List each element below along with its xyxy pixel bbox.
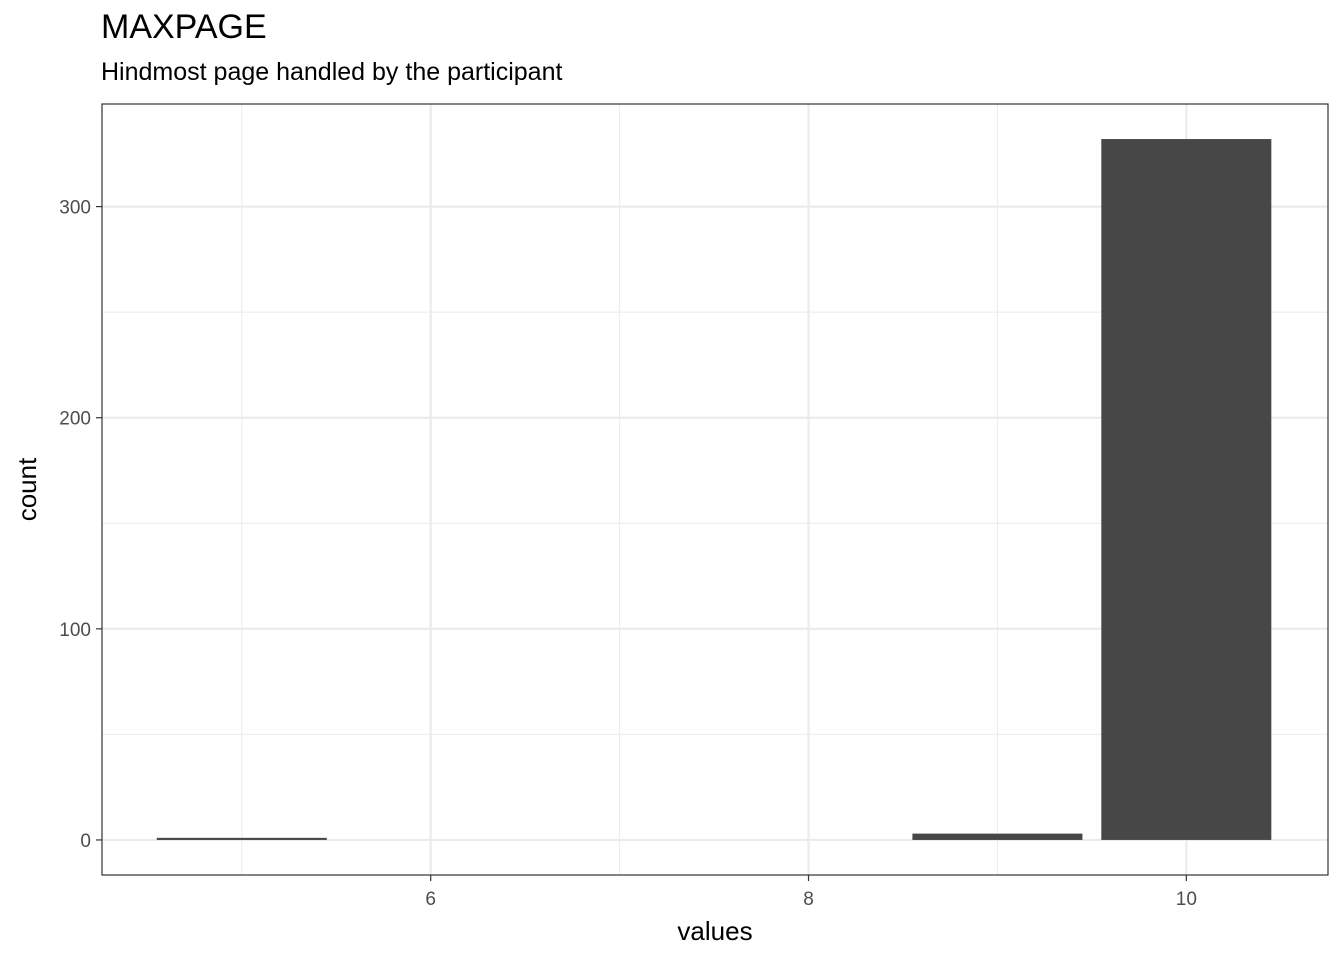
x-tick-label: 8 <box>803 889 814 910</box>
panel-border <box>101 103 1329 876</box>
bar <box>912 833 1083 840</box>
grid-major <box>102 104 1328 875</box>
bars <box>156 139 1272 840</box>
y-axis-title: count <box>12 457 42 521</box>
y-tick-label: 0 <box>80 831 91 852</box>
chart-title: MAXPAGE <box>101 8 267 46</box>
y-tick-label: 200 <box>59 409 91 430</box>
bar <box>156 837 327 840</box>
x-axis-title: values <box>677 916 752 946</box>
bar <box>1101 139 1272 840</box>
x-tick-label: 10 <box>1176 889 1197 910</box>
x-tick-label: 6 <box>425 889 436 910</box>
y-tick-label: 300 <box>59 198 91 219</box>
axis-ticks <box>96 206 1187 881</box>
y-tick-label: 100 <box>59 620 91 641</box>
chart-subtitle: Hindmost page handled by the participant <box>101 58 563 86</box>
